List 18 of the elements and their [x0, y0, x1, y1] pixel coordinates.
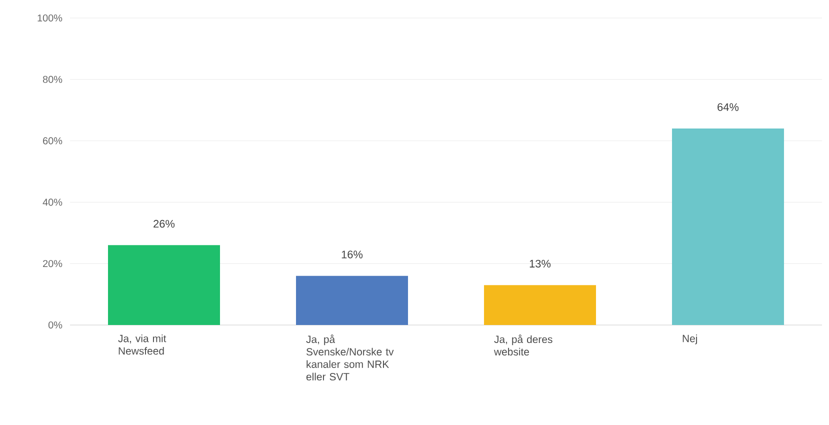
- y-tick-label: 20%: [43, 260, 62, 268]
- bar: [296, 276, 408, 325]
- x-tick-label: Ja, via mit Newsfeed: [118, 334, 166, 355]
- data-label: 16%: [342, 250, 363, 258]
- bar: [484, 285, 596, 325]
- data-label: 64%: [718, 103, 739, 111]
- y-tick-label: 40%: [42, 198, 62, 206]
- x-tick-label: Nej: [682, 334, 697, 344]
- y-tick-label: 60%: [43, 137, 62, 144]
- bar: [108, 245, 220, 325]
- x-tick-label: Ja, på Svenske/Norske tv kanaler som NRK eller SVT: [306, 334, 394, 380]
- data-label: 13%: [530, 260, 551, 268]
- y-tick-label: 80%: [42, 76, 62, 83]
- x-tick-label: Ja, på deres website: [494, 334, 552, 356]
- data-label: 26%: [154, 220, 175, 228]
- bar: [672, 128, 784, 325]
- y-tick-label: 0%: [48, 321, 62, 329]
- y-tick-label: 100%: [38, 14, 62, 22]
